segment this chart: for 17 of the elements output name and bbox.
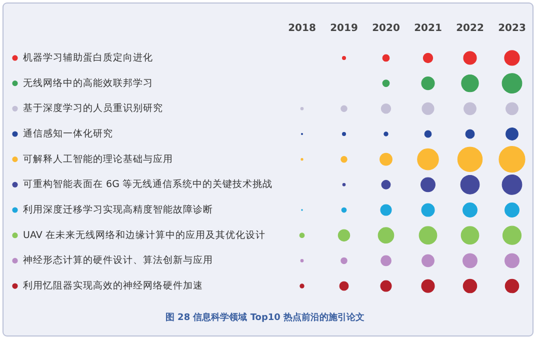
y-tick-label: UAV 在未来无线网络和边缘计算中的应用及其优化设计 — [23, 228, 266, 241]
y-tick-label: 利用忆阻器实现高效的神经网络硬件加速 — [23, 280, 203, 292]
y-tick-label: 无线网络中的高能效联邦学习 — [23, 76, 153, 89]
y-tick-label: 利用深度迁移学习实现高精度智能故障诊断 — [23, 204, 213, 216]
x-tick-label: 2019 — [330, 23, 358, 34]
y-tick-label: 机器学习辅助蛋白质定向进化 — [23, 51, 153, 64]
x-tick-label: 2018 — [288, 23, 316, 34]
caption: 图 28 信息科学领域 Top10 热点前沿的施引论文 — [165, 312, 365, 323]
y-tick-label: 可重构智能表面在 6G 等无线通信系统中的关键技术挑战 — [23, 178, 272, 190]
x-tick-label: 2022 — [456, 23, 484, 34]
y-tick-label: 可解释人工智能的理论基础与应用 — [23, 152, 173, 165]
y-tick-label: 基于深度学习的人员重识别研究 — [23, 102, 163, 114]
x-tick-label: 2021 — [414, 23, 442, 34]
x-tick-label: 2020 — [372, 23, 400, 34]
x-tick-label: 2023 — [498, 23, 526, 34]
y-tick-label: 通信感知一体化研究 — [23, 127, 113, 140]
y-tick-label: 神经形态计算的硬件设计、算法创新与应用 — [23, 254, 213, 266]
